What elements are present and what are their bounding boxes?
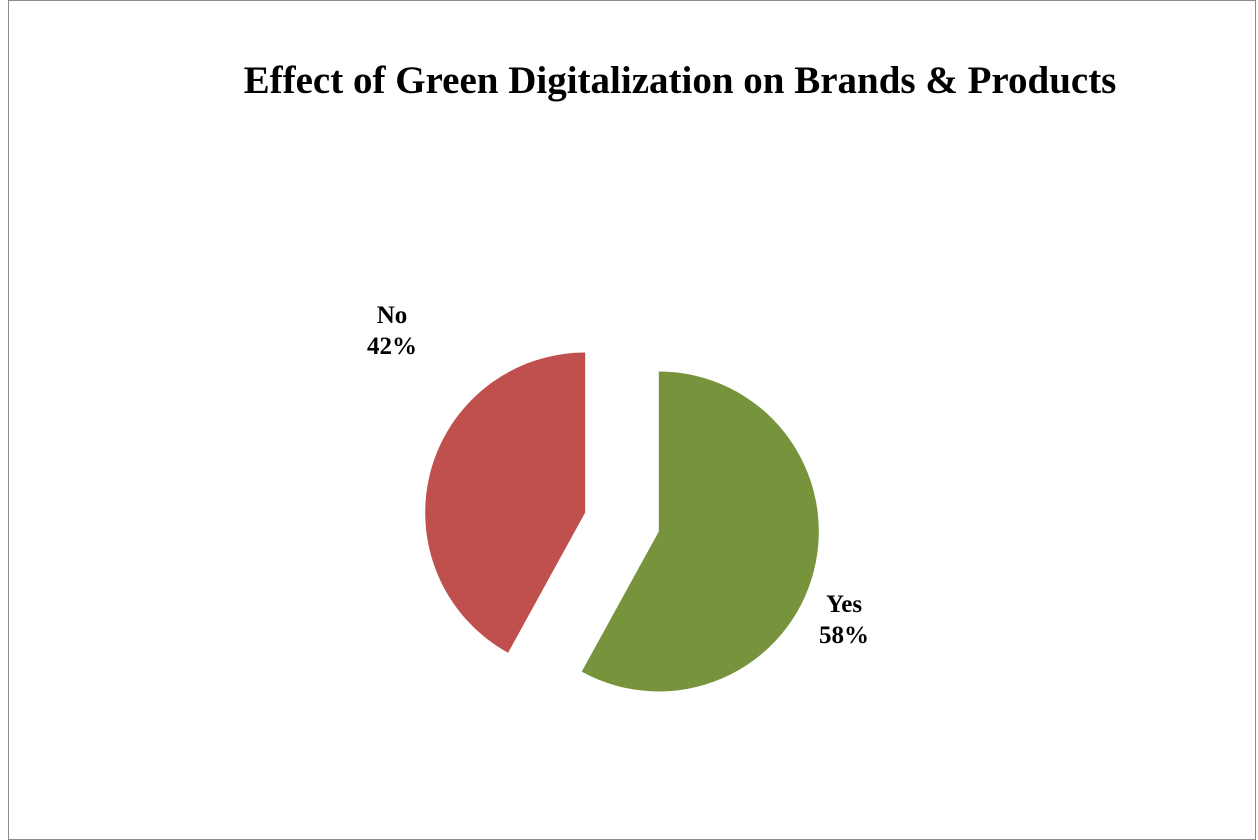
- chart-title: Effect of Green Digitalization on Brands…: [243, 59, 1117, 102]
- slice-label-yes: Yes 58%: [819, 591, 869, 649]
- pie-slice-no: [425, 352, 586, 653]
- pie-chart: Yes 58% No 42%: [367, 302, 869, 692]
- slice-label-no: No 42%: [367, 302, 417, 360]
- pie-slice-yes: [581, 371, 819, 692]
- chart-frame: [8, 0, 1256, 840]
